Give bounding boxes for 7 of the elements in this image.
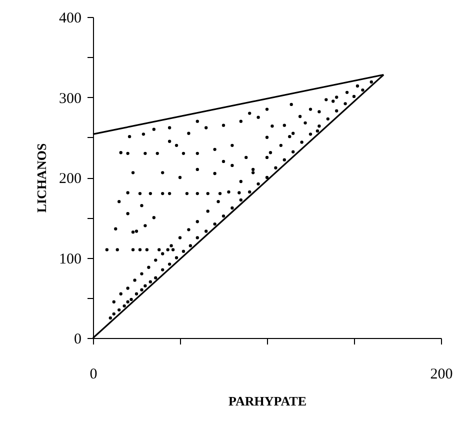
y-tick-label: 0 bbox=[74, 332, 82, 348]
y-axis-title: LICHANOS bbox=[34, 143, 49, 213]
y-tick-label: 200 bbox=[59, 171, 82, 187]
y-tick-label: 100 bbox=[59, 251, 82, 268]
y-tick-label: 400 bbox=[59, 10, 82, 26]
x-axis-title: PARHYPATE bbox=[228, 394, 306, 408]
y-tick-label: 300 bbox=[59, 90, 82, 107]
